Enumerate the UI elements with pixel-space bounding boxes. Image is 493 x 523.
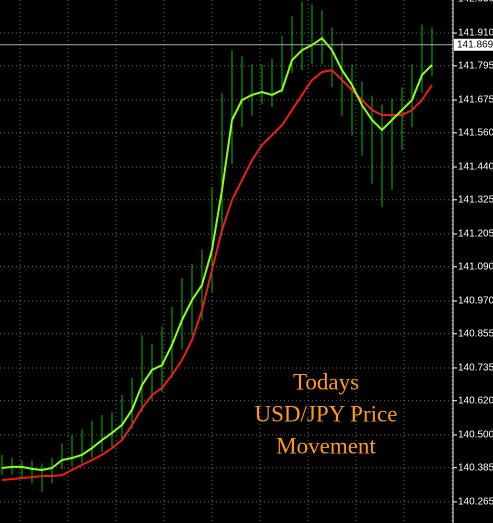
- y-tick-label: 141.560: [458, 127, 493, 138]
- y-tick-label: 140.855: [458, 328, 493, 339]
- y-tick-label: 141.910: [458, 28, 493, 39]
- y-tick-label: 140.500: [458, 430, 493, 441]
- moving-average-line: [1, 36, 433, 471]
- y-tick-label: 141.325: [458, 194, 493, 205]
- y-tick-label: 141.440: [458, 162, 493, 173]
- current-price-box: [454, 38, 493, 51]
- current-price-label: 141.869: [457, 39, 493, 50]
- y-tick-label: 141.675: [458, 95, 493, 106]
- annotation: Movement: [276, 433, 376, 458]
- annotation: Todays: [293, 369, 359, 394]
- y-tick-label: 140.735: [458, 363, 493, 374]
- moving-average-line: [1, 69, 433, 481]
- y-tick-label: 141.090: [458, 261, 493, 272]
- y-tick-label: 142.030: [458, 0, 493, 5]
- y-tick-label: 140.970: [458, 296, 493, 307]
- y-tick-label: 140.620: [458, 395, 493, 406]
- annotation: USD/JPY Price: [255, 401, 398, 426]
- y-tick-label: 140.385: [458, 462, 493, 473]
- y-tick-label: 141.795: [458, 60, 493, 71]
- y-tick-label: 141.205: [458, 229, 493, 240]
- y-tick-label: 140.265: [458, 497, 493, 508]
